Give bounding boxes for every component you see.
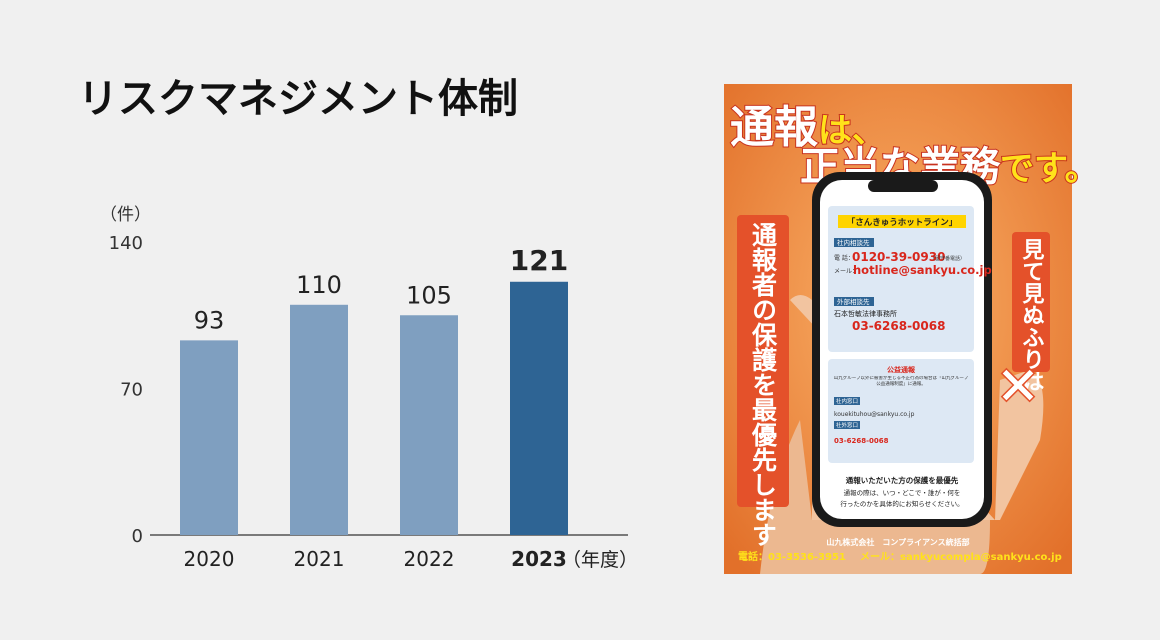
text: 電 話： <box>834 254 854 262</box>
text: メール：sankyucompla@sankyu.co.jp <box>860 551 1062 563</box>
cross: ✕ <box>996 357 1040 417</box>
note: 山九グループ以外に被害が生じる不正行為の場合は「山九グループ公益通報制度」に通報… <box>833 376 969 387</box>
text: 通報いただいた方の保護を最優先 <box>846 475 959 485</box>
poster: 通報は、 正当な業務です。 「さんきゅうホットライン」 社内相談先 電 話： 0… <box>724 84 1100 574</box>
band <box>1012 232 1050 372</box>
text: 山九株式会社 コンプライアンス統括部 <box>826 537 969 547</box>
bar <box>400 315 458 535</box>
bar <box>290 304 348 535</box>
text: 電話：03-3536-3951 <box>738 550 846 563</box>
chart-title: リスクマネジメント体制 <box>78 76 518 122</box>
bar <box>180 340 238 535</box>
label-bg <box>838 215 966 228</box>
notch <box>868 180 938 192</box>
hand <box>760 420 990 574</box>
text: 0120-39-0930 <box>852 250 945 264</box>
band <box>737 215 789 507</box>
x-tick-label: 2020 <box>184 547 235 571</box>
text: 山九グループ以外に被害が生じる不正行為の場合は「山九グループ公益通報制度」に通報… <box>833 376 969 387</box>
headline-part: です。 <box>1000 149 1099 189</box>
label-bg <box>834 421 860 429</box>
value-label: 110 <box>296 271 342 299</box>
text: kouekituhou@sankyu.co.jp <box>834 411 915 418</box>
band-text: 見て見ぬふりは <box>1019 238 1045 392</box>
label-bg <box>834 297 874 306</box>
text: （留守番電話） <box>930 255 965 262</box>
x-unit: （年度） <box>562 549 638 571</box>
text: 外部相談先 <box>837 297 870 306</box>
value-label: 105 <box>406 281 452 309</box>
label-bg <box>834 397 860 405</box>
y-tick-label: 70 <box>120 380 143 401</box>
x-tick-label: 2023 <box>511 547 567 571</box>
value-label: 93 <box>194 306 225 334</box>
text: 公益通報 <box>887 365 916 374</box>
text: 通報の際は、いつ・どこで・誰が・何を <box>844 488 961 497</box>
headline-part: 通報 <box>730 102 818 153</box>
y-tick-label: 140 <box>109 233 143 254</box>
x-tick-label: 2021 <box>294 547 345 571</box>
bar <box>510 281 568 535</box>
text: 03-6268-0068 <box>852 319 945 333</box>
label-bg <box>834 238 874 247</box>
text: 行ったのかを具体的にお知らせください。 <box>840 499 963 508</box>
text: 社外窓口 <box>836 421 858 429</box>
y-unit: （件） <box>100 205 151 225</box>
headline-part: は、 <box>818 111 886 151</box>
headline: 通報は、 <box>730 102 886 153</box>
y-tick-label: 0 <box>132 526 143 547</box>
text: hotline@sankyu.co.jp <box>853 263 992 277</box>
text: 石本哲敏法律事務所 <box>834 309 897 318</box>
value-label: 121 <box>510 244 568 277</box>
text: 社内相談先 <box>837 238 870 247</box>
text: 「さんきゅうホットライン」 <box>847 217 958 228</box>
text: メール： <box>834 268 858 275</box>
info-box <box>828 359 974 463</box>
band-text: 通報者の保護を最優先します <box>749 222 779 547</box>
text: 03-6268-0068 <box>834 437 889 445</box>
text: 社内窓口 <box>836 397 858 405</box>
x-tick-label: 2022 <box>404 547 455 571</box>
